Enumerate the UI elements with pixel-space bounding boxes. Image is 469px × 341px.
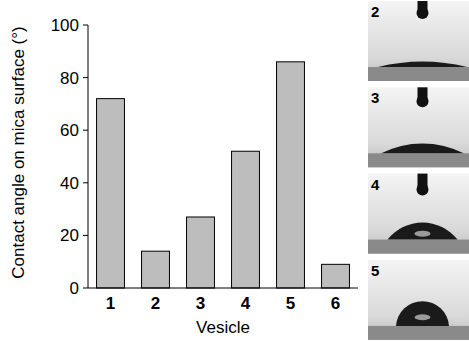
y-tick — [83, 288, 88, 289]
y-tick-label: 80 — [60, 69, 79, 88]
inset-photo — [368, 174, 469, 254]
inset-highlight — [415, 231, 431, 237]
bar — [232, 151, 260, 288]
bar — [142, 251, 170, 288]
inset-photo — [368, 260, 469, 340]
y-tick-label: 60 — [60, 121, 79, 140]
y-axis-label: Contact angle on mica surface (°) — [9, 26, 28, 278]
inset-photo — [368, 1, 469, 81]
y-tick — [83, 77, 88, 78]
inset-surface — [368, 240, 469, 254]
x-tick-label: 4 — [241, 294, 251, 313]
x-tick-label: 6 — [331, 294, 340, 313]
inset-highlight — [415, 314, 431, 320]
inset-droplet — [396, 301, 449, 326]
y-tick-label: 40 — [60, 174, 79, 193]
inset-surface — [368, 153, 469, 167]
chart: 0 20 40 60 80 100 1 2 3 4 5 6 Vesicle Contact angle o… — [0, 0, 469, 341]
bar — [322, 264, 350, 288]
x-tick-label: 5 — [286, 294, 295, 313]
x-tick-label: 2 — [151, 294, 160, 313]
y-tick — [83, 25, 88, 26]
x-tick-label: 3 — [196, 294, 205, 313]
inset-label: 4 — [371, 176, 380, 193]
y-tick-label: 20 — [60, 226, 79, 245]
inset-photo — [368, 87, 469, 167]
bar — [187, 217, 215, 288]
x-axis-label: Vesicle — [196, 318, 250, 337]
y-tick — [83, 182, 88, 183]
bar — [97, 99, 125, 288]
x-tick-label: 1 — [106, 294, 115, 313]
inset-droplet — [378, 62, 467, 67]
y-tick-label: 0 — [70, 279, 79, 298]
inset-droplet — [388, 223, 458, 240]
y-tick — [83, 235, 88, 236]
inset-needle-drop — [417, 184, 429, 196]
y-axis — [88, 25, 89, 288]
y-tick — [83, 130, 88, 131]
y-tick-label: 100 — [51, 16, 79, 35]
bar — [277, 62, 305, 288]
inset-label: 3 — [371, 89, 379, 106]
x-axis — [88, 288, 358, 289]
inset-needle-drop — [417, 7, 429, 19]
inset-surface — [368, 326, 469, 340]
inset-label: 2 — [371, 3, 379, 20]
inset-needle-drop — [417, 95, 429, 107]
inset-surface — [368, 67, 469, 81]
inset-droplet — [381, 143, 464, 153]
inset-label: 5 — [371, 262, 379, 279]
